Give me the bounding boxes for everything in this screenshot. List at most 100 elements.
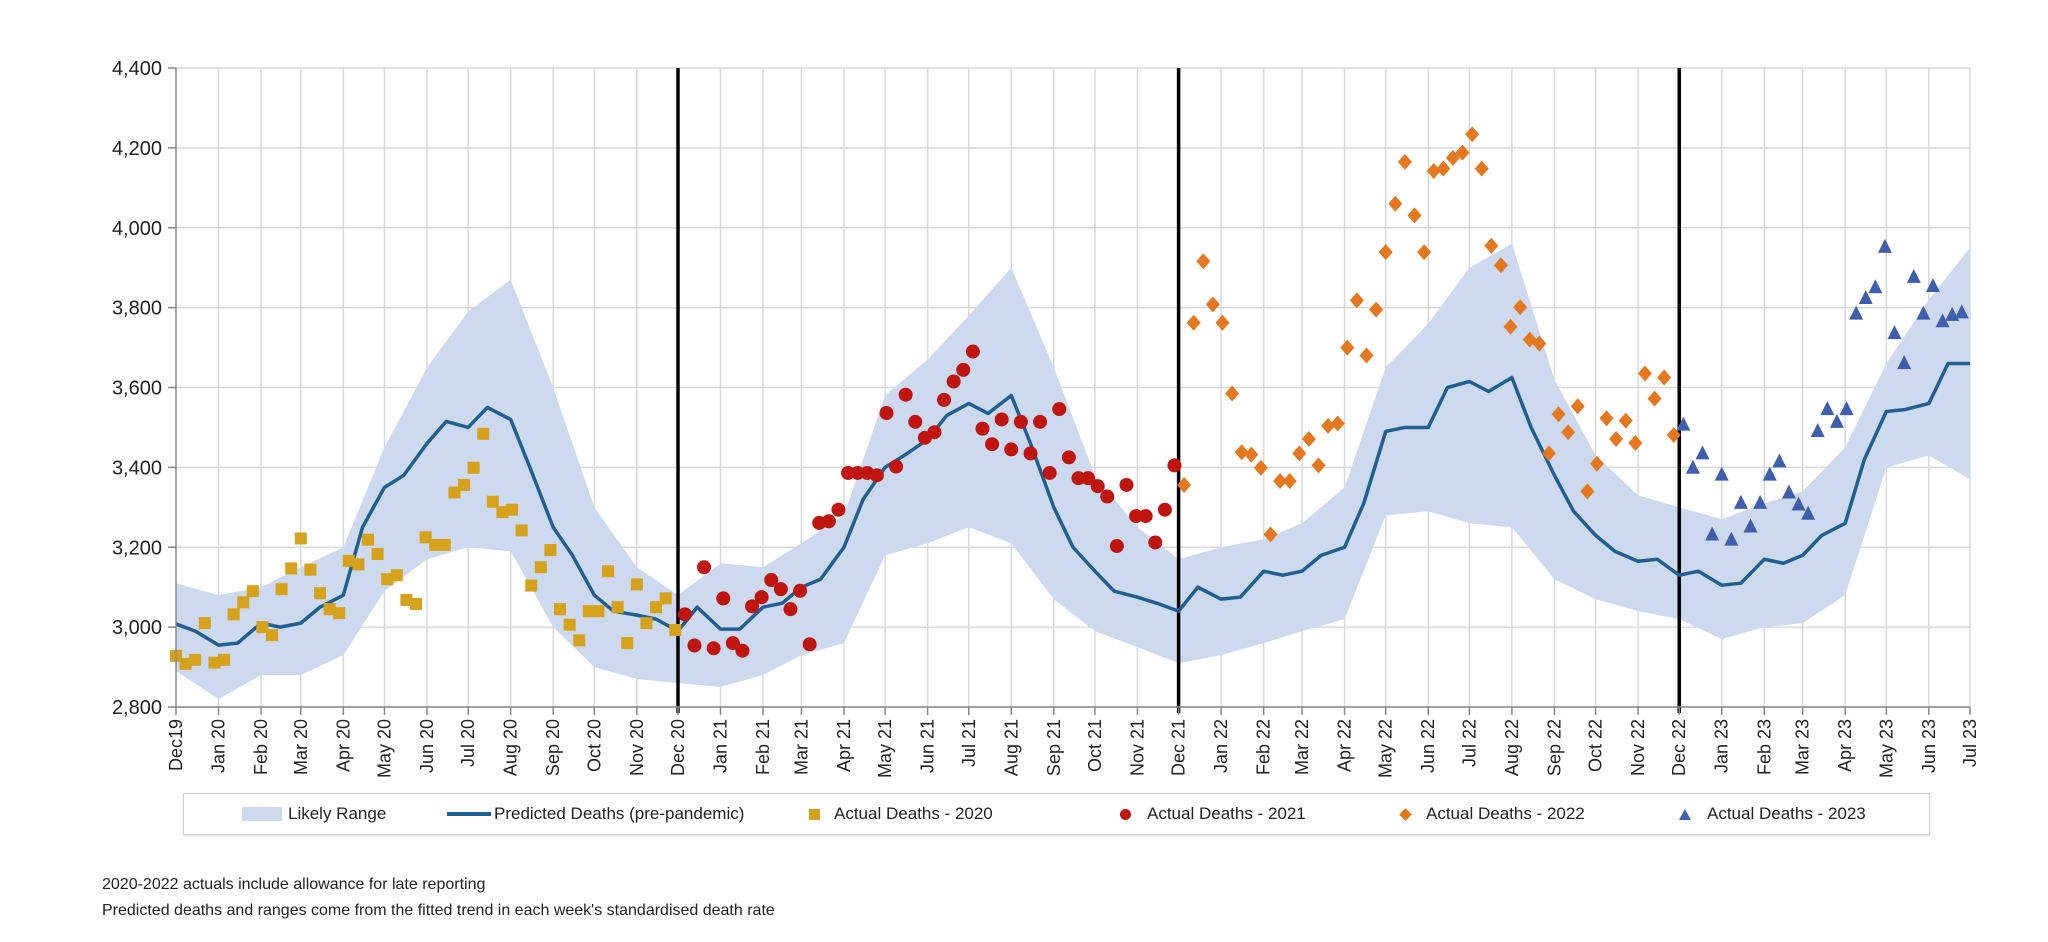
actual-point-circle [1157, 502, 1172, 517]
actual-point-square [611, 601, 624, 614]
actual-point-circle [1013, 414, 1028, 429]
y-tick-label: 4,000 [112, 218, 162, 240]
actual-point-square [621, 637, 634, 650]
actual-point-circle [841, 465, 856, 480]
x-tick-label: Jul 22 [1459, 719, 1479, 767]
actual-point-diamond [1340, 339, 1355, 356]
y-tick-label: 3,200 [112, 537, 162, 559]
actual-point-circle [1042, 465, 1057, 480]
x-tick-label: Aug 21 [1001, 719, 1021, 776]
legend: Likely Range Predicted Deaths (pre-pande… [183, 793, 1930, 835]
actual-point-triangle [1906, 268, 1921, 283]
actual-point-circle [802, 637, 817, 652]
x-tick-label: Oct 20 [584, 719, 604, 772]
actual-point-diamond [1551, 406, 1566, 423]
actual-point-triangle [1935, 313, 1950, 328]
x-tick-label: Aug 22 [1502, 719, 1522, 776]
actual-point-triangle [1762, 466, 1777, 481]
x-tick-label: May 23 [1876, 719, 1896, 778]
actual-point-square [371, 548, 384, 561]
actual-point-diamond [1244, 446, 1259, 463]
actual-point-square [467, 461, 480, 474]
x-tick-label: Apr 23 [1835, 719, 1855, 772]
actual-point-diamond [1570, 398, 1585, 415]
actual-point-diamond [1359, 347, 1374, 364]
actual-point-diamond [1301, 431, 1316, 448]
actual-point-triangle [1733, 494, 1748, 509]
x-tick-label: Jul 21 [959, 719, 979, 767]
actual-point-circle [898, 387, 913, 402]
x-tick-label: Apr 20 [333, 719, 353, 772]
likely-range-area [176, 243, 1970, 700]
actual-point-square [592, 605, 605, 618]
actual-point-triangle [1897, 355, 1912, 370]
actual-point-diamond [1407, 207, 1422, 224]
legend-item-2020: Actual Deaths - 2020 [809, 794, 993, 834]
actual-point-diamond [1273, 472, 1288, 489]
actual-point-circle [946, 374, 961, 389]
x-tick-label: Oct 21 [1085, 719, 1105, 772]
x-tick-label: Mar 20 [291, 719, 311, 775]
predicted-line-group [175, 361, 1970, 647]
actual-point-diamond [1580, 483, 1595, 500]
diamond-marker-icon [1399, 807, 1412, 821]
actual-point-square [506, 503, 519, 516]
actual-point-square [256, 621, 269, 634]
triangle-marker-icon [1679, 808, 1691, 820]
actual-point-diamond [1637, 365, 1652, 382]
actual-point-circle [677, 607, 692, 622]
x-tick-label: Dec 22 [1669, 719, 1689, 776]
actual-point-square [582, 605, 595, 618]
actual-point-square [218, 653, 231, 666]
actual-point-diamond [1503, 318, 1518, 335]
x-tick-label: Mar 22 [1292, 719, 1312, 775]
actual-point-circle [908, 414, 923, 429]
x-tick-label: Jun 20 [417, 719, 437, 773]
x-tick-label: Sep 22 [1544, 719, 1564, 776]
actual-point-triangle [1705, 526, 1720, 541]
actual-point-circle [1148, 535, 1163, 550]
actual-point-diamond [1282, 472, 1297, 489]
actual-point-diamond [1465, 126, 1480, 143]
actual-point-diamond [1513, 299, 1528, 316]
actual-point-diamond [1484, 237, 1499, 254]
actual-point-diamond [1186, 314, 1201, 331]
y-tick-label: 2,800 [112, 697, 162, 719]
year-dividers [676, 68, 1681, 713]
actual-point-circle [1090, 479, 1105, 494]
actual-point-triangle [1781, 484, 1796, 499]
x-tick-label: Sep 20 [543, 719, 563, 776]
x-tick-label: Jan 21 [711, 719, 731, 773]
legend-label-2020: Actual Deaths - 2020 [834, 804, 993, 823]
actual-point-square [669, 623, 682, 636]
actual-point-circle [927, 425, 942, 440]
x-tick-label: Feb 22 [1254, 719, 1274, 775]
actual-point-diamond [1666, 427, 1681, 444]
actual-point-square [294, 532, 307, 545]
actual-point-diamond [1426, 163, 1441, 180]
actual-point-circle [745, 599, 760, 614]
actual-point-circle [754, 590, 769, 605]
actual-point-diamond [1455, 144, 1470, 161]
x-tick-label: Sep 21 [1044, 719, 1064, 776]
actual-point-circle [850, 465, 865, 480]
likely-range-band [176, 243, 1970, 700]
actual-point-triangle [1695, 445, 1710, 460]
legend-item-2021: Actual Deaths - 2021 [1120, 794, 1306, 834]
y-tick-label: 4,400 [112, 58, 162, 80]
actual-point-square [429, 538, 442, 551]
actual-point-diamond [1215, 314, 1230, 331]
actual-point-circle [994, 412, 1009, 427]
actual-point-circle [956, 362, 971, 377]
legend-label-predicted: Predicted Deaths (pre-pandemic) [494, 804, 745, 823]
actual-point-circle [716, 591, 731, 606]
actual-point-square [275, 583, 288, 596]
actual-point-circle [687, 638, 702, 653]
actual-point-square [602, 565, 615, 578]
actual-point-square [515, 524, 528, 537]
actual-point-circle [985, 437, 1000, 452]
actual-point-square [237, 596, 250, 609]
x-tick-label: Apr 22 [1335, 719, 1355, 772]
actual-point-diamond [1436, 160, 1451, 177]
actual-point-circle [1109, 539, 1124, 554]
